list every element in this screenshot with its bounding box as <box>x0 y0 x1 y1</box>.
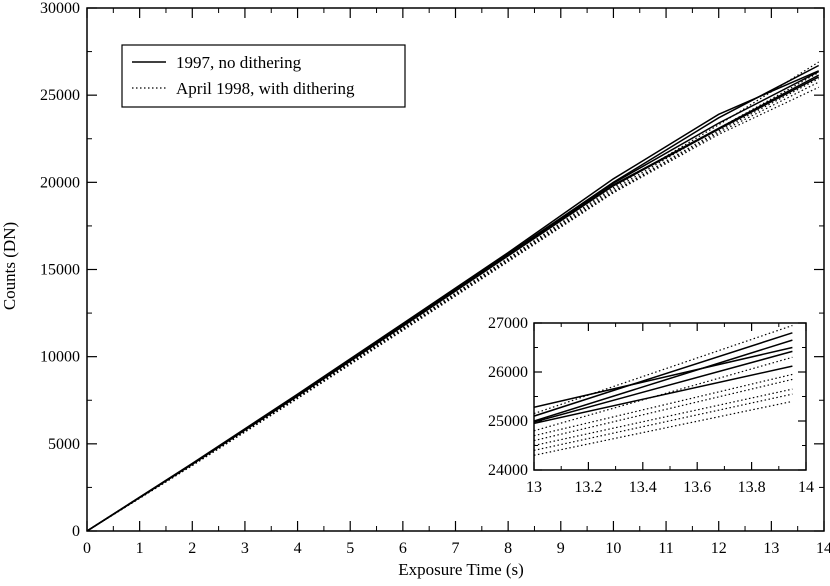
main-y-tick-label-1: 5000 <box>48 436 80 453</box>
main-x-tick-label-9: 9 <box>557 540 565 557</box>
inset-x-tick-label-2: 13.4 <box>629 479 657 496</box>
y-axis-title: Counts (DN) <box>0 222 19 310</box>
main-series-line-9 <box>87 86 819 531</box>
inset-x-tick-label-5: 14 <box>798 479 814 496</box>
x-axis-title: Exposure Time (s) <box>398 560 524 579</box>
main-x-tick-label-8: 8 <box>504 540 512 557</box>
main-x-tick-label-0: 0 <box>83 540 91 557</box>
main-y-tick-label-6: 30000 <box>40 0 80 17</box>
inset-series-line-7 <box>534 373 793 437</box>
main-x-tick-label-4: 4 <box>294 540 302 557</box>
inset-series-line-5 <box>534 324 793 415</box>
main-y-tick-label-4: 20000 <box>40 174 80 191</box>
inset-x-tick-label-1: 13.2 <box>574 479 602 496</box>
main-y-tick-label-3: 15000 <box>40 262 80 279</box>
inset-x-tick-label-3: 13.6 <box>683 479 711 496</box>
main-x-tick-label-6: 6 <box>399 540 407 557</box>
main-x-tick-label-1: 1 <box>136 540 144 557</box>
legend-label-1: April 1998, with dithering <box>176 79 355 98</box>
main-x-tick-label-13: 13 <box>763 540 779 557</box>
inset-series-line-3 <box>534 350 793 423</box>
inset-series-line-6 <box>534 356 793 432</box>
inset-series-line-8 <box>534 378 793 442</box>
main-x-tick-label-10: 10 <box>605 540 621 557</box>
inset-series-line-0 <box>534 346 793 409</box>
inset-y-tick-label-1: 25000 <box>488 413 528 430</box>
inset-series-line-2 <box>534 339 793 422</box>
inset-y-tick-label-2: 26000 <box>488 364 528 381</box>
main-x-tick-label-12: 12 <box>711 540 727 557</box>
main-y-tick-label-2: 10000 <box>40 349 80 366</box>
main-x-tick-label-14: 14 <box>816 540 830 557</box>
main-y-tick-label-0: 0 <box>72 523 80 540</box>
main-x-tick-label-7: 7 <box>452 540 460 557</box>
main-x-tick-label-11: 11 <box>658 540 673 557</box>
inset-series-line-9 <box>534 388 793 447</box>
inset-series-group <box>534 324 793 456</box>
legend-label-0: 1997, no dithering <box>176 53 302 72</box>
main-x-tick-label-5: 5 <box>346 540 354 557</box>
inset-series-line-4 <box>534 365 793 425</box>
main-x-tick-label-2: 2 <box>188 540 196 557</box>
inset-x-tick-label-4: 13.8 <box>738 479 766 496</box>
main-x-tick-label-3: 3 <box>241 540 249 557</box>
main-y-tick-label-5: 25000 <box>40 87 80 104</box>
inset-y-tick-label-3: 27000 <box>488 315 528 332</box>
inset-plot-area <box>534 323 806 470</box>
main-series-group <box>87 61 820 531</box>
inset-series-line-10 <box>534 393 793 451</box>
inset-x-tick-label-0: 13 <box>526 479 542 496</box>
inset-y-tick-label-0: 24000 <box>488 462 528 479</box>
legend-box <box>121 44 406 108</box>
inset-series-line-1 <box>534 332 793 417</box>
